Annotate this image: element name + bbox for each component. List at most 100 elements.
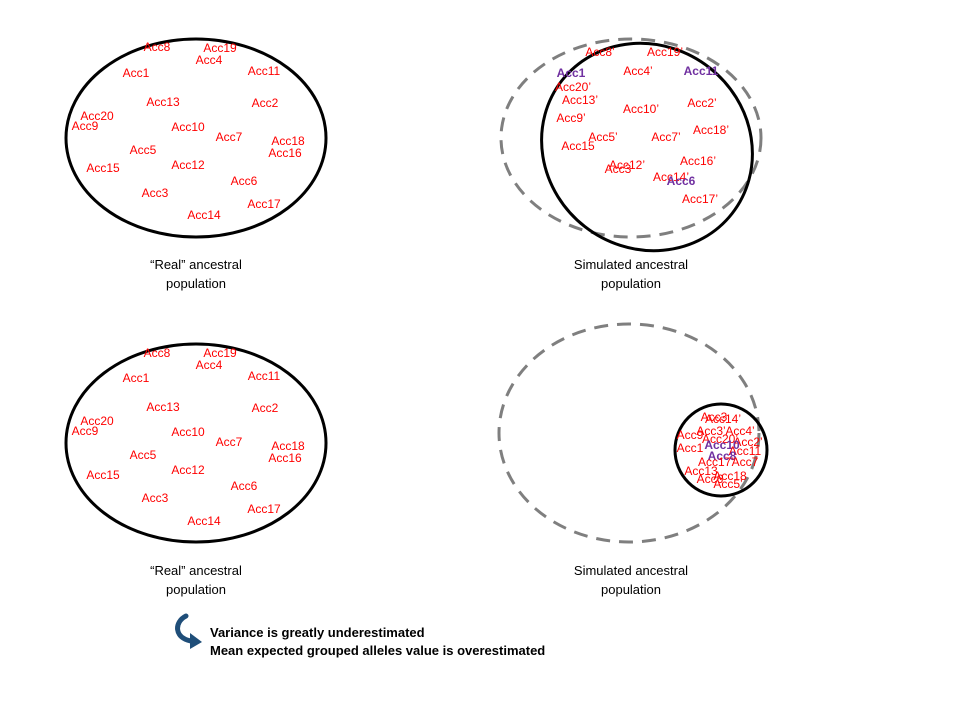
accession-label: Acc11 (729, 444, 762, 458)
caption-line-1: Simulated ancestral (574, 563, 688, 578)
accession-label: Acc20’ (702, 432, 738, 446)
accession-label: Acc11 (248, 369, 281, 383)
accession-label: Acc11 (248, 64, 281, 78)
real-population-ellipse (64, 37, 328, 239)
accession-label: Acc1 (123, 371, 150, 385)
accession-label: Acc10 (171, 425, 205, 439)
accession-label: Acc3’ (696, 424, 725, 438)
real-population-outline-dashed (499, 37, 763, 239)
accession-label: Acc17 (247, 502, 281, 516)
accession-label: Acc9 (72, 424, 99, 438)
accession-label: Acc1 (123, 66, 150, 80)
accession-label: Acc1 (677, 441, 704, 455)
caption-line-2: population (166, 582, 226, 597)
accession-label: Acc16 (268, 451, 302, 465)
real-population-ellipse (64, 342, 328, 544)
accession-label: Acc17 (247, 197, 281, 211)
accession-label: Acc6 (667, 174, 696, 188)
accession-label: Acc12 (171, 463, 205, 477)
accession-label: Acc13 (684, 464, 718, 478)
accession-label: Acc4’ (623, 64, 652, 78)
accession-label: Acc3 (701, 410, 728, 424)
accession-label: Acc2’ (733, 435, 762, 449)
accession-label: Acc1 (557, 66, 586, 80)
accession-label: Acc18 (271, 134, 305, 148)
caption-line-2: population (601, 276, 661, 291)
accession-label: Acc17’ (682, 192, 718, 206)
caption-line-1: Simulated ancestral (574, 257, 688, 272)
accession-label: Acc15 (561, 139, 595, 153)
accession-label: Acc7 (216, 435, 243, 449)
accession-label: Acc5 (130, 143, 157, 157)
accession-label: Acc3 (605, 162, 632, 176)
caption-line-2: population (166, 276, 226, 291)
accession-label: Acc4’ (725, 424, 754, 438)
accession-label: Acc2’ (687, 96, 716, 110)
accession-label: Acc13 (146, 400, 180, 414)
accession-label: Acc11 (684, 64, 719, 78)
accession-label: Acc10’ (623, 102, 659, 116)
accession-label: Acc8 (144, 346, 171, 360)
curved-arrow-icon (175, 613, 202, 649)
accession-label: Acc12’ (609, 158, 645, 172)
accession-label: Acc2 (252, 96, 279, 110)
accession-label: Acc15 (86, 161, 120, 175)
accession-label: Acc20 (80, 414, 114, 428)
accession-label: Acc14’ (653, 170, 689, 184)
accession-label: Acc20 (80, 109, 114, 123)
accession-label: Acc14 (187, 514, 221, 528)
accession-label: Acc5’ (588, 130, 617, 144)
accession-label: Acc13 (146, 95, 180, 109)
accession-label: Acc8 (708, 449, 737, 463)
accession-label: Acc20’ (555, 80, 591, 94)
caption-line-2: population (601, 582, 661, 597)
accession-label: Acc9 (677, 428, 704, 442)
accession-label: Acc19 (203, 346, 237, 360)
accession-label: Acc6 (231, 479, 258, 493)
accession-label: Acc6 (231, 174, 258, 188)
accession-label: Acc8 (144, 40, 171, 54)
accession-label: Acc6 (697, 472, 724, 486)
accession-label: Acc14 (187, 208, 221, 222)
conclusion-note: Variance is greatly underestimated Mean … (175, 613, 545, 658)
accession-label: Acc3 (142, 491, 169, 505)
accession-label: Acc18’ (693, 123, 729, 137)
note-line-1: Variance is greatly underestimated (210, 625, 425, 640)
caption-line-1: “Real” ancestral (150, 563, 242, 578)
accession-label: Acc18 (713, 469, 747, 483)
accession-label: Acc7’ (651, 130, 680, 144)
panel-simulated-top: Acc8’ Acc19’ Acc4’ Acc1 Acc11 Acc20’Acc13’ Acc… (499, 37, 763, 291)
accession-label: Acc16 (268, 146, 302, 160)
accession-label: Acc10 (704, 438, 740, 452)
accession-label: Acc16’ (680, 154, 716, 168)
accession-label: Acc8’ (585, 45, 614, 59)
accession-label: Acc10 (171, 120, 205, 134)
accession-label: Acc5 (130, 448, 157, 462)
caption-line-1: “Real” ancestral (150, 257, 242, 272)
accession-label: Acc3 (142, 186, 169, 200)
accession-label: Acc7 (216, 130, 243, 144)
accession-label: Acc4 (196, 53, 223, 67)
accession-label: Acc19 (203, 41, 237, 55)
accession-label: Acc7 (732, 455, 759, 469)
accession-label: Acc19’ (647, 45, 683, 59)
simulated-population-circle (673, 402, 769, 498)
real-population-outline-dashed (497, 322, 761, 544)
accession-label: Acc4 (196, 358, 223, 372)
accession-labels: Acc8’ Acc19’ Acc4’ Acc1 Acc11 Acc20’Acc13’ Acc… (555, 45, 729, 206)
accession-label: Acc9 (72, 119, 99, 133)
simulated-population-ellipse (540, 41, 754, 253)
accession-label: Acc13’ (562, 93, 598, 107)
accession-label: Acc12 (171, 158, 205, 172)
note-line-2: Mean expected grouped alleles value is o… (210, 643, 545, 658)
accession-label: Acc9’ (556, 111, 585, 125)
accession-label: Acc2 (252, 401, 279, 415)
accession-label: Acc14’ (705, 412, 741, 426)
accession-label: Acc17’ (698, 455, 734, 469)
